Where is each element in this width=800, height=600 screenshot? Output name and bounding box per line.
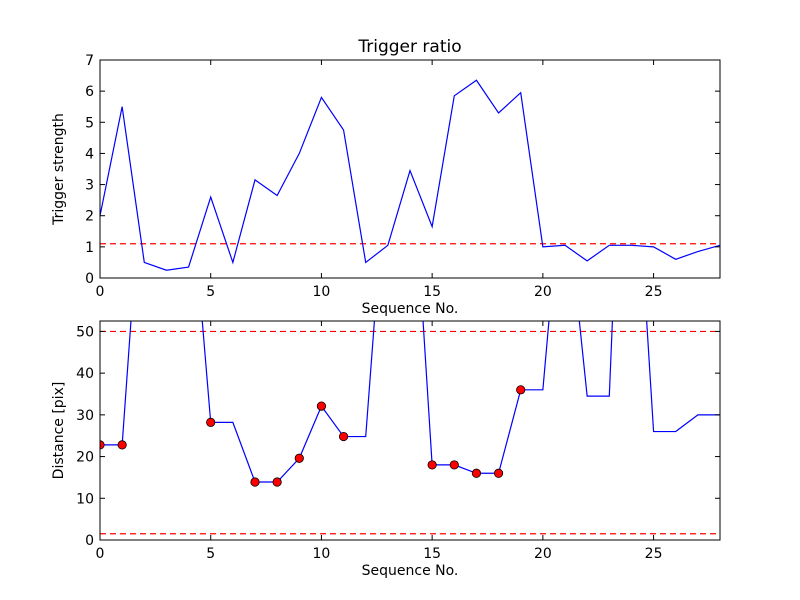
x-tick-label: 10 bbox=[313, 284, 331, 300]
trigger-ratio-panel: 0 5 10 15 20 25 0 1 2 3 4 5 6 7 Sequence No. Trigger st… bbox=[51, 53, 721, 317]
data-point bbox=[294, 453, 304, 463]
x-axis-label: Sequence No. bbox=[362, 301, 459, 317]
y-axis-label: Distance [pix] bbox=[51, 382, 67, 480]
data-point bbox=[427, 460, 437, 470]
y-tick-label: 50 bbox=[76, 324, 94, 340]
y-tick-label: 7 bbox=[85, 53, 94, 69]
chart-title: Trigger ratio bbox=[357, 37, 461, 57]
y-tick-label: 10 bbox=[76, 491, 94, 507]
axes-frame bbox=[99, 59, 721, 279]
data-point bbox=[471, 468, 482, 478]
x-tick-label: 0 bbox=[96, 546, 105, 562]
distance-panel: 0 5 10 15 20 25 0 10 20 30 40 50 Sequence No. Distanc… bbox=[51, 320, 721, 579]
data-point bbox=[449, 460, 459, 470]
y-tick-label: 30 bbox=[76, 408, 94, 424]
data-point bbox=[117, 440, 127, 450]
y-tick-label: 40 bbox=[76, 366, 94, 382]
data-point bbox=[272, 477, 282, 487]
x-tick-label: 20 bbox=[534, 546, 552, 562]
data-point bbox=[316, 401, 327, 411]
plot-area bbox=[100, 321, 720, 535]
x-tick-label: 5 bbox=[206, 284, 215, 300]
x-tick-label: 0 bbox=[96, 284, 105, 300]
x-tick-label: 5 bbox=[206, 546, 215, 562]
y-tick-label: 20 bbox=[76, 450, 94, 466]
x-tick-label: 15 bbox=[423, 284, 441, 300]
x-axis-label: Sequence No. bbox=[362, 563, 459, 579]
y-tick-label: 0 bbox=[85, 271, 94, 287]
y-tick-label: 6 bbox=[85, 84, 94, 100]
data-point bbox=[338, 431, 349, 442]
x-tick-label: 20 bbox=[534, 284, 552, 300]
x-tick-label: 15 bbox=[423, 546, 441, 562]
data-point bbox=[206, 417, 216, 427]
y-tick-label: 4 bbox=[85, 146, 94, 162]
y-tick-label: 5 bbox=[85, 115, 94, 131]
data-point bbox=[250, 477, 260, 487]
axes-frame bbox=[99, 320, 721, 541]
y-tick-label: 2 bbox=[85, 209, 94, 225]
y-axis-label: Trigger strength bbox=[51, 113, 67, 226]
data-point bbox=[493, 468, 504, 478]
series-line bbox=[100, 321, 720, 483]
series-line bbox=[100, 79, 720, 271]
plot-area bbox=[100, 79, 720, 271]
x-tick-label: 25 bbox=[645, 546, 663, 562]
y-tick-label: 3 bbox=[85, 178, 94, 194]
x-tick-label: 10 bbox=[313, 546, 331, 562]
y-tick-label: 1 bbox=[85, 240, 94, 256]
x-tick-label: 25 bbox=[645, 284, 663, 300]
data-point bbox=[516, 385, 526, 395]
y-tick-label: 0 bbox=[85, 533, 94, 549]
